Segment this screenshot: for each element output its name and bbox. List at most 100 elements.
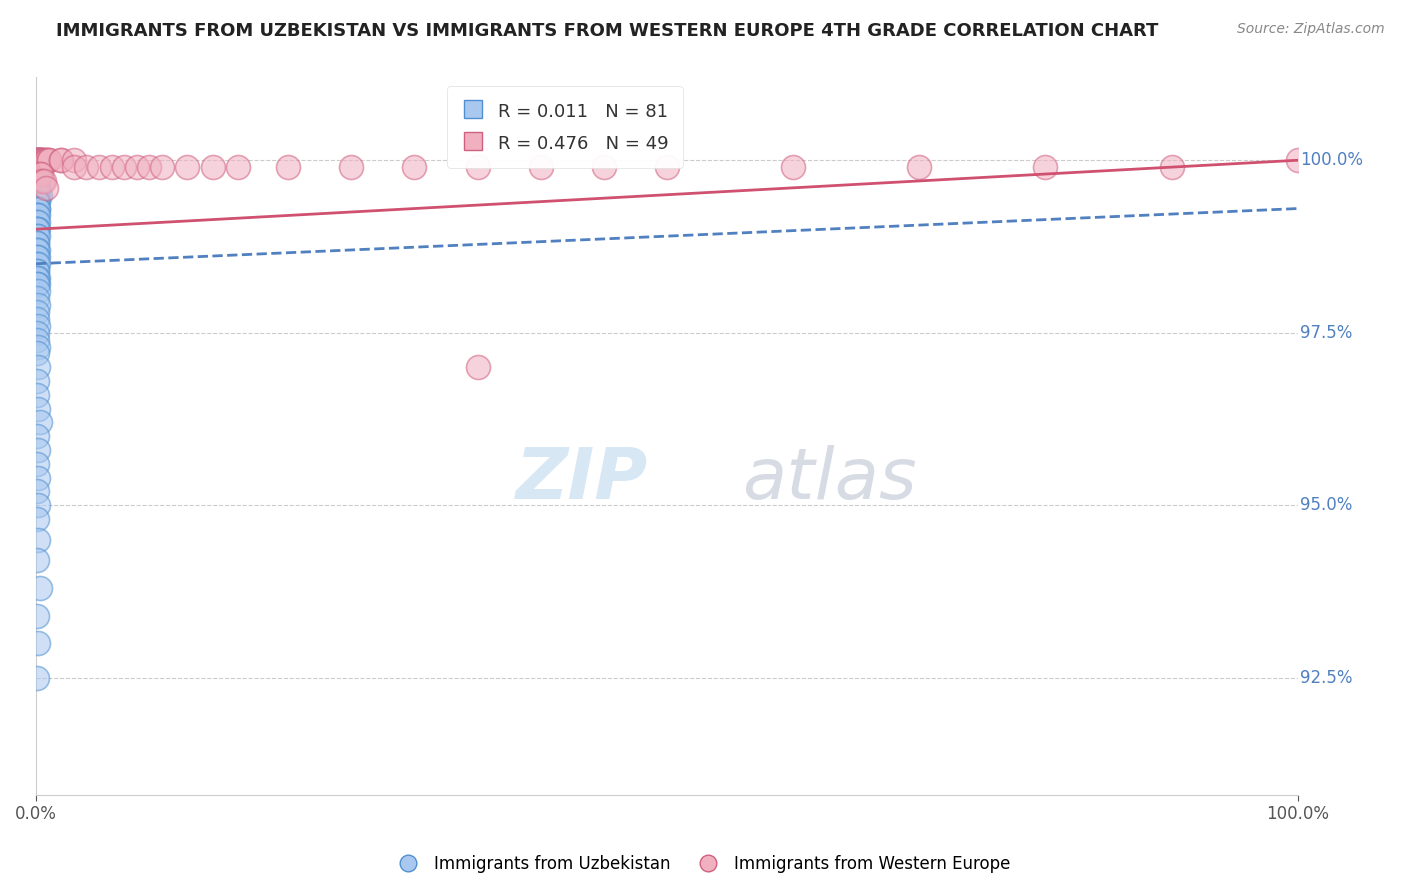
Point bbox=[27, 470, 49, 484]
Point bbox=[27, 202, 49, 216]
Point bbox=[25, 160, 48, 174]
Point bbox=[27, 187, 49, 202]
Point bbox=[28, 153, 51, 168]
Point bbox=[38, 153, 60, 168]
Text: ZIP: ZIP bbox=[516, 445, 648, 514]
Point bbox=[27, 153, 49, 168]
Point bbox=[75, 160, 97, 174]
Point bbox=[25, 194, 48, 209]
Text: 95.0%: 95.0% bbox=[1301, 496, 1353, 515]
Point bbox=[27, 257, 49, 271]
Point bbox=[27, 443, 49, 458]
Point bbox=[25, 484, 48, 499]
Point bbox=[27, 215, 49, 229]
Point bbox=[25, 429, 48, 443]
Point bbox=[25, 160, 48, 174]
Point bbox=[138, 160, 160, 174]
Point bbox=[31, 153, 53, 168]
Point bbox=[27, 250, 49, 264]
Point bbox=[404, 160, 426, 174]
Point bbox=[25, 229, 48, 244]
Point bbox=[25, 209, 48, 223]
Point bbox=[25, 312, 48, 326]
Point bbox=[27, 318, 49, 333]
Point bbox=[655, 160, 678, 174]
Point bbox=[467, 160, 489, 174]
Text: atlas: atlas bbox=[742, 445, 917, 514]
Point bbox=[28, 416, 51, 430]
Point bbox=[25, 333, 48, 347]
Point bbox=[25, 167, 48, 181]
Point bbox=[25, 608, 48, 623]
Point bbox=[25, 194, 48, 209]
Point bbox=[25, 153, 48, 168]
Point bbox=[340, 160, 363, 174]
Point bbox=[27, 160, 49, 174]
Point bbox=[25, 174, 48, 188]
Point bbox=[31, 153, 53, 168]
Point bbox=[62, 160, 84, 174]
Point bbox=[25, 291, 48, 305]
Point bbox=[27, 360, 49, 375]
Point bbox=[25, 263, 48, 277]
Point bbox=[27, 174, 49, 188]
Point bbox=[25, 553, 48, 567]
Point bbox=[25, 671, 48, 685]
Text: 92.5%: 92.5% bbox=[1301, 669, 1353, 687]
Point bbox=[25, 277, 48, 292]
Point bbox=[782, 160, 804, 174]
Point bbox=[30, 153, 52, 168]
Point bbox=[34, 153, 56, 168]
Point bbox=[27, 167, 49, 181]
Point bbox=[27, 160, 49, 174]
Point bbox=[27, 202, 49, 216]
Point bbox=[28, 167, 51, 181]
Point bbox=[25, 235, 48, 250]
Point bbox=[25, 181, 48, 195]
Point bbox=[25, 215, 48, 229]
Point bbox=[25, 209, 48, 223]
Point bbox=[25, 243, 48, 257]
Point bbox=[30, 153, 52, 168]
Text: 100.0%: 100.0% bbox=[1301, 152, 1364, 169]
Legend: Immigrants from Uzbekistan, Immigrants from Western Europe: Immigrants from Uzbekistan, Immigrants f… bbox=[389, 848, 1017, 880]
Point bbox=[27, 194, 49, 209]
Point bbox=[51, 153, 73, 168]
Point bbox=[28, 167, 51, 181]
Point bbox=[27, 222, 49, 236]
Point bbox=[25, 181, 48, 195]
Point bbox=[25, 202, 48, 216]
Point bbox=[25, 374, 48, 388]
Point bbox=[27, 285, 49, 299]
Point bbox=[25, 512, 48, 526]
Point bbox=[25, 270, 48, 285]
Point bbox=[25, 153, 48, 168]
Point bbox=[277, 160, 299, 174]
Point bbox=[27, 298, 49, 312]
Point bbox=[62, 153, 84, 168]
Point bbox=[31, 174, 53, 188]
Point bbox=[27, 270, 49, 285]
Point bbox=[27, 277, 49, 292]
Point bbox=[25, 222, 48, 236]
Point bbox=[32, 174, 55, 188]
Point bbox=[27, 153, 49, 168]
Point bbox=[25, 250, 48, 264]
Point bbox=[25, 305, 48, 319]
Point bbox=[125, 160, 148, 174]
Point bbox=[1160, 160, 1182, 174]
Point bbox=[28, 153, 51, 168]
Point bbox=[467, 360, 489, 375]
Point bbox=[27, 533, 49, 547]
Point bbox=[35, 181, 58, 195]
Point bbox=[27, 167, 49, 181]
Point bbox=[592, 160, 614, 174]
Text: 97.5%: 97.5% bbox=[1301, 324, 1353, 342]
Point bbox=[28, 187, 51, 202]
Point bbox=[32, 153, 55, 168]
Legend: R = 0.011   N = 81, R = 0.476   N = 49: R = 0.011 N = 81, R = 0.476 N = 49 bbox=[447, 87, 683, 168]
Point bbox=[176, 160, 198, 174]
Point bbox=[27, 153, 49, 168]
Point bbox=[1286, 153, 1309, 168]
Point bbox=[27, 401, 49, 416]
